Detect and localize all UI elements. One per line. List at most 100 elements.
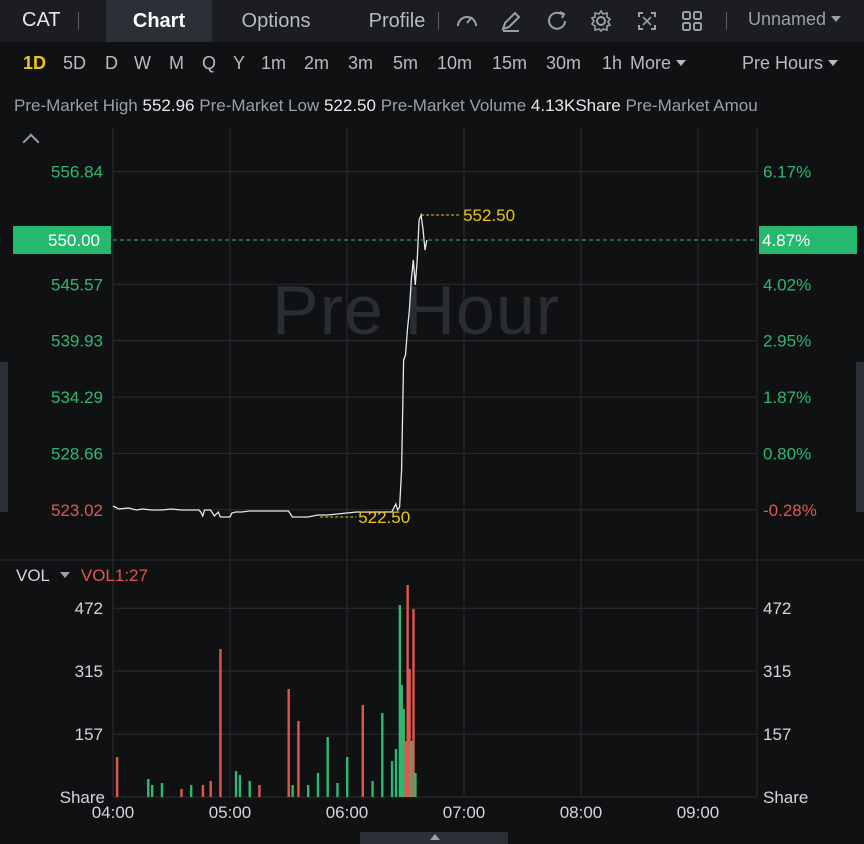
volume-bar: [402, 709, 405, 797]
volume-bar: [406, 585, 409, 797]
price-tick-label: 539.93: [51, 332, 103, 351]
stat-value: 552.96: [142, 96, 195, 115]
volume-tick-label: 472: [75, 599, 103, 618]
volume-bar: [115, 757, 119, 797]
pencil-icon[interactable]: [498, 8, 524, 34]
stat-value: 522.50: [323, 96, 376, 115]
percent-tick-label: 2.95%: [763, 332, 811, 351]
stat-label: Pre-Market High: [14, 96, 138, 115]
time-tick-label: 07:00: [443, 803, 486, 822]
volume-bar: [346, 757, 349, 797]
volume-bar: [381, 713, 384, 797]
period-y[interactable]: Y: [233, 53, 246, 73]
refresh-icon[interactable]: [544, 8, 570, 34]
percent-tick-label: 6.17%: [763, 163, 811, 182]
top-toolbar: CAT Chart Options Profile Unnamed: [0, 0, 864, 42]
period-15m[interactable]: 15m: [492, 53, 528, 73]
volume-header: VOL VOL1:27: [16, 566, 148, 586]
session-dropdown[interactable]: Pre Hours: [742, 53, 839, 74]
divider: [726, 12, 727, 30]
stat-label: Pre-Market Low: [199, 96, 320, 115]
volume-bar: [326, 737, 329, 797]
speedometer-icon[interactable]: [454, 8, 480, 34]
volume-bar: [400, 685, 403, 797]
volume-unit-label: Share: [60, 788, 105, 807]
volume-bar: [390, 761, 394, 797]
period-1m[interactable]: 1m: [261, 53, 287, 73]
time-tick-label: 06:00: [326, 803, 369, 822]
stat-value: 4.13KShare: [530, 96, 621, 115]
session-label: Pre Hours: [742, 53, 824, 73]
period-w[interactable]: W: [134, 53, 151, 73]
volume-tick-label: 157: [75, 725, 103, 744]
volume-bar: [180, 789, 183, 797]
period-5m[interactable]: 5m: [393, 53, 419, 73]
tab-options[interactable]: Options: [241, 10, 311, 32]
period-5d[interactable]: 5D: [63, 53, 87, 73]
period-30m[interactable]: 30m: [546, 53, 582, 73]
chevron-down-icon: [831, 15, 842, 22]
more-periods-dropdown[interactable]: More: [630, 53, 687, 74]
volume-bar: [371, 781, 374, 797]
volume-tick-label: 315: [763, 662, 791, 681]
period-3m[interactable]: 3m: [348, 53, 374, 73]
divider: [438, 12, 439, 30]
current-percent-label: 4.87%: [762, 231, 810, 250]
chevron-up-icon: [430, 834, 440, 840]
volume-tick-label: 157: [763, 725, 791, 744]
stat-label: Pre-Market Amou: [625, 96, 758, 115]
ticker-symbol[interactable]: CAT: [22, 9, 61, 31]
premarket-stats: Pre-Market High 552.96 Pre-Market Low 52…: [0, 94, 864, 120]
volume-bar: [361, 705, 364, 797]
volume-bar: [238, 775, 242, 797]
chevron-down-icon[interactable]: [60, 572, 71, 579]
period-q[interactable]: Q: [202, 53, 217, 73]
left-scroll-handle[interactable]: [0, 362, 8, 512]
volume-bar: [209, 781, 212, 797]
current-price-label: 550.00: [48, 231, 100, 250]
time-tick-label: 09:00: [677, 803, 720, 822]
time-tick-label: 08:00: [560, 803, 603, 822]
period-d[interactable]: D: [105, 53, 118, 73]
volume-bar: [398, 605, 402, 797]
volume-tick-label: 472: [763, 599, 791, 618]
percent-tick-label: -0.28%: [763, 501, 817, 520]
time-tick-label: 05:00: [209, 803, 252, 822]
period-10m[interactable]: 10m: [437, 53, 473, 73]
grid-icon[interactable]: [679, 8, 705, 34]
volume-bar: [394, 749, 398, 797]
tab-chart[interactable]: Chart: [106, 0, 212, 42]
period-1d[interactable]: 1D: [23, 53, 47, 73]
period-m[interactable]: M: [169, 53, 184, 73]
percent-tick-label: 0.80%: [763, 444, 811, 463]
price-tick-label: 556.84: [51, 163, 103, 182]
current-price-tag: [13, 226, 111, 254]
volume-bar: [287, 689, 290, 797]
period-2m[interactable]: 2m: [304, 53, 330, 73]
stat-label: Pre-Market Volume: [380, 96, 527, 115]
current-percent-tag: [759, 226, 857, 254]
tab-profile[interactable]: Profile: [368, 10, 426, 32]
price-tick-label: 545.57: [51, 275, 103, 294]
volume-bar: [404, 741, 407, 797]
more-label: More: [630, 53, 672, 73]
volume-bar: [258, 785, 261, 797]
volume-bar: [307, 785, 310, 797]
expand-panel-handle[interactable]: [360, 832, 508, 844]
volume-indicator[interactable]: VOL: [16, 566, 50, 585]
volume-bar: [336, 783, 339, 797]
period-bar: 1D 5D D W M Q Y 1m 2m 3m 5m 10m 15m 30m …: [0, 44, 864, 86]
fullscreen-icon[interactable]: [634, 8, 660, 34]
period-1h[interactable]: 1h: [602, 53, 623, 73]
layout-selector[interactable]: Unnamed: [748, 9, 842, 30]
volume-bar: [316, 773, 320, 797]
price-tick-label: 534.29: [51, 388, 103, 407]
volume-tick-label: 315: [75, 662, 103, 681]
volume-bar: [160, 783, 164, 797]
price-tick-label: 523.02: [51, 501, 103, 520]
volume-bar: [291, 785, 294, 797]
right-scroll-handle[interactable]: [856, 362, 864, 512]
volume-bar: [297, 721, 300, 797]
gear-icon[interactable]: [588, 8, 614, 34]
